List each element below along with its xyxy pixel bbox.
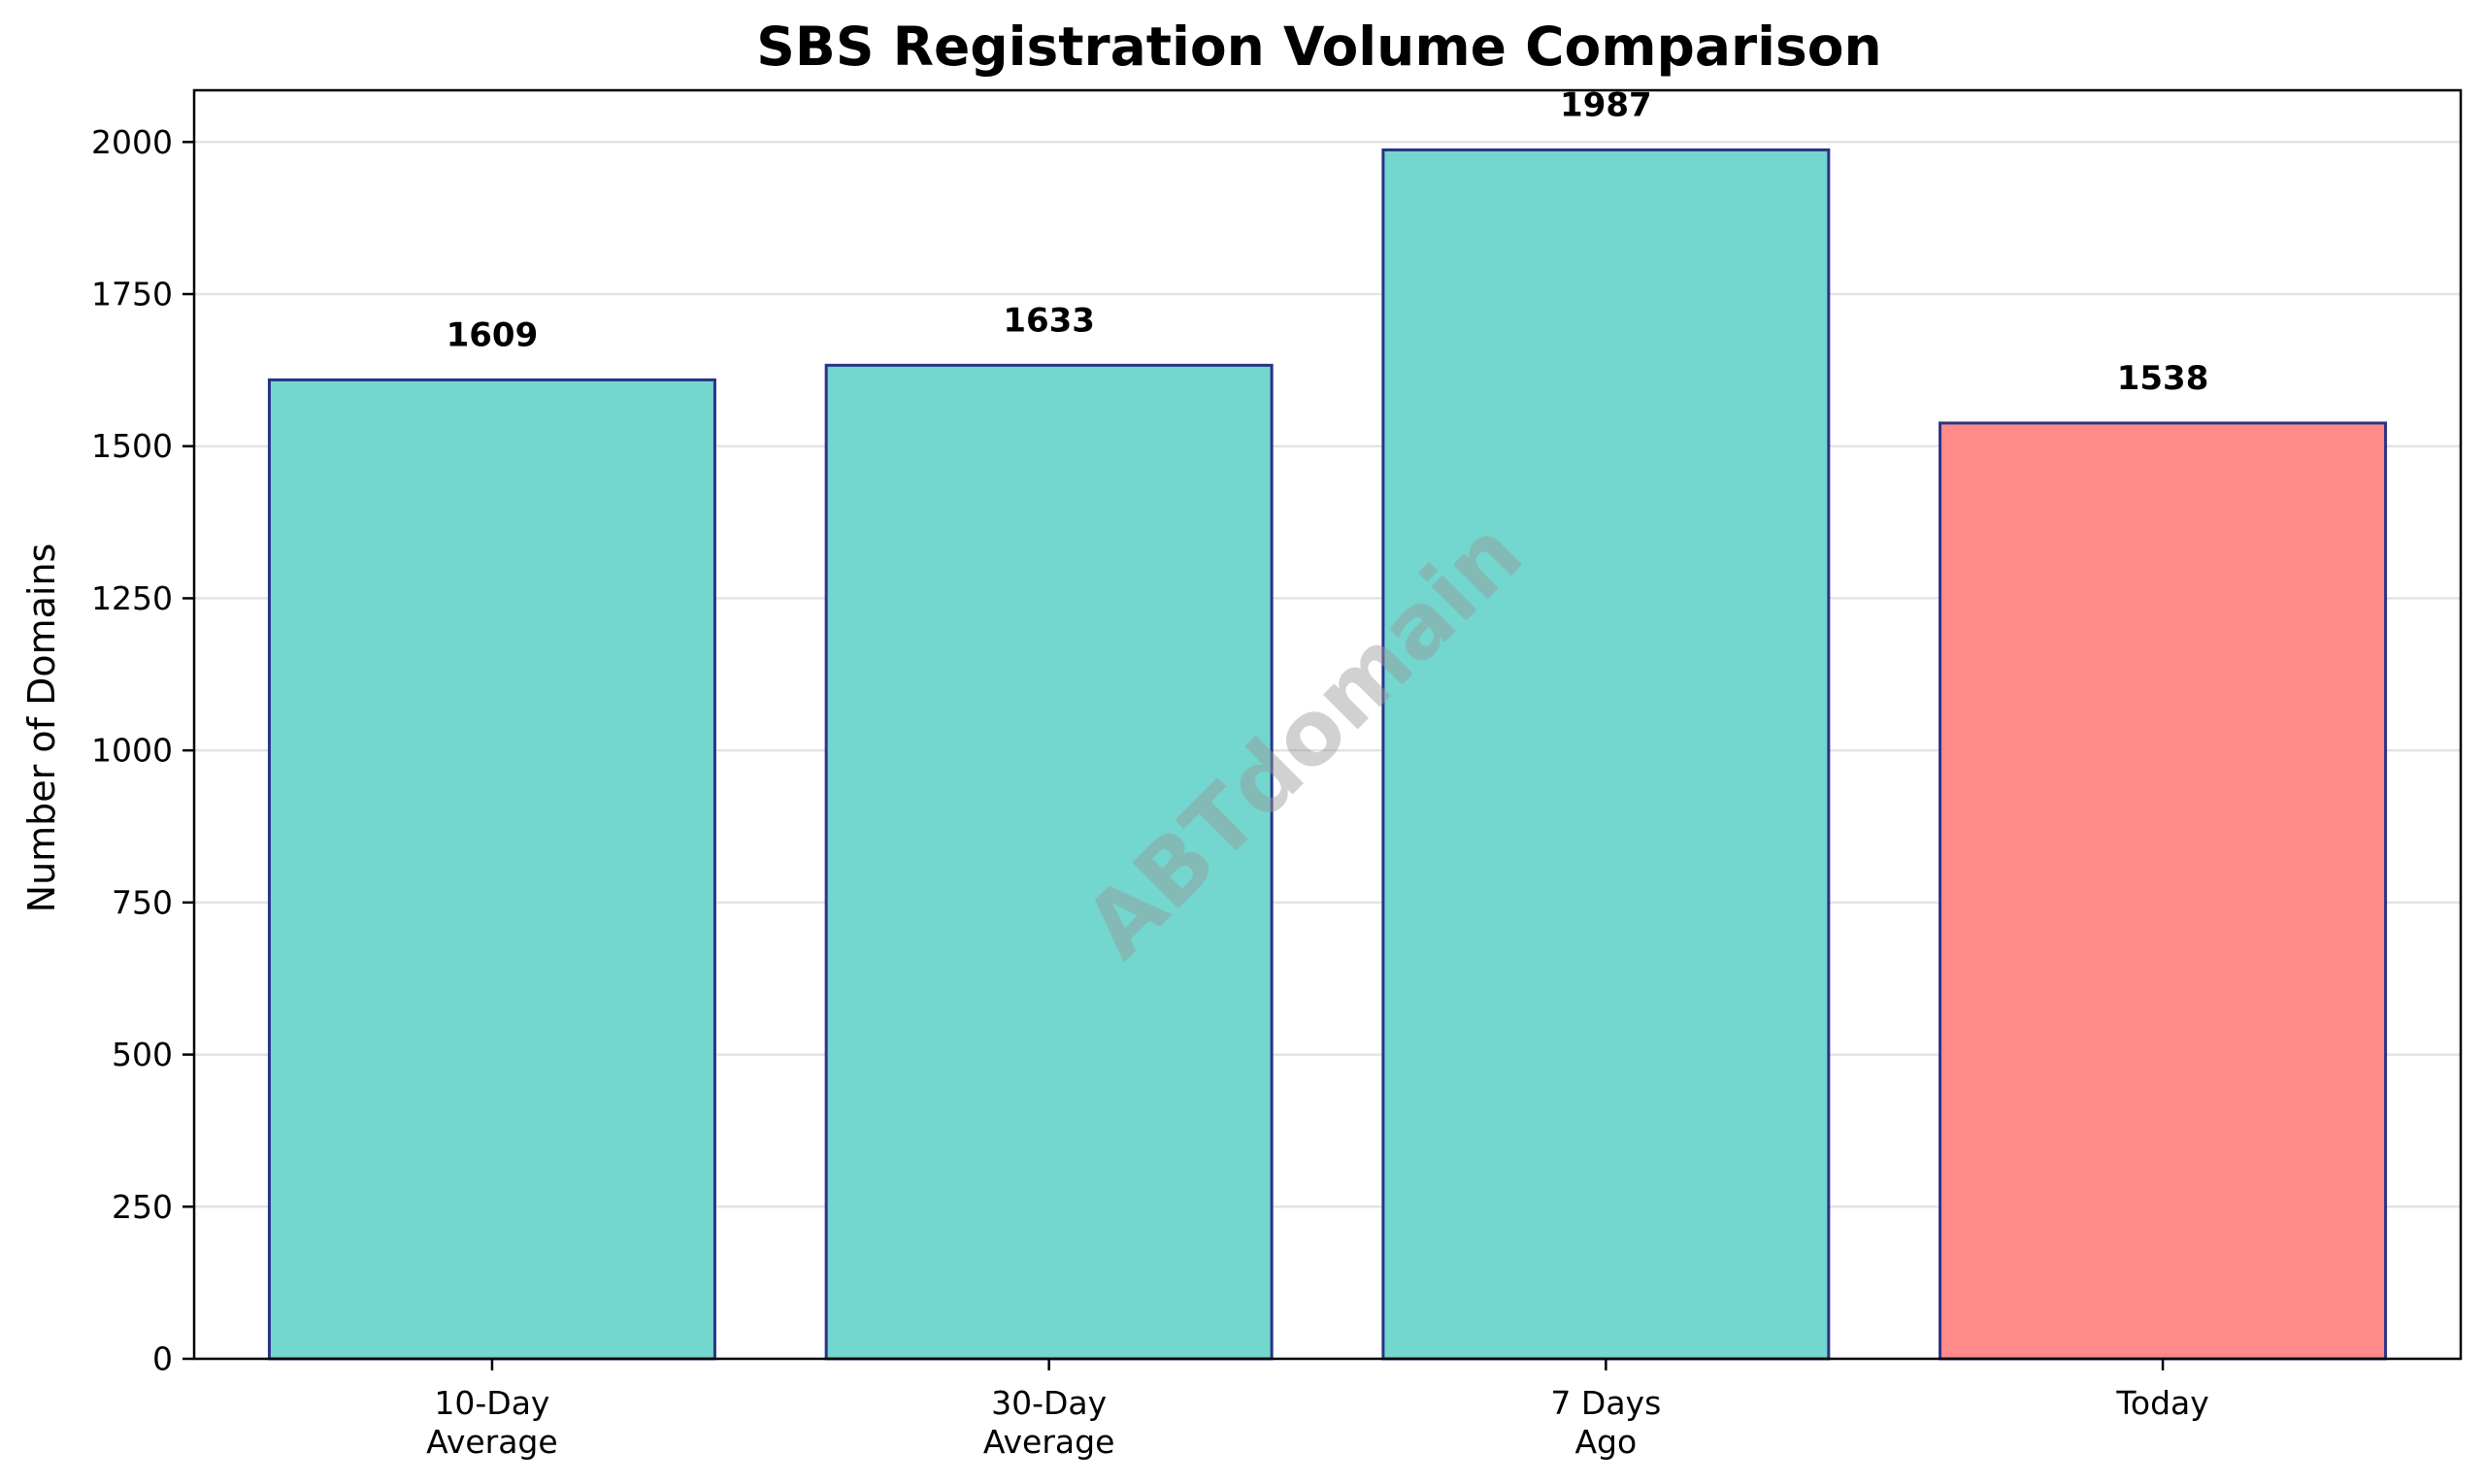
y-axis-label: Number of Domains — [20, 544, 63, 913]
axes — [192, 88, 2463, 1361]
chart-title: SBS Registration Volume Comparison — [756, 16, 1881, 78]
x-tick-label: 10-Day — [434, 1384, 549, 1422]
x-tick-label: Average — [426, 1423, 558, 1461]
data-label: 1538 — [2117, 359, 2209, 398]
y-axis-ticks: 0 250 500 750 1000 1250 1500 1750 2000 — [91, 123, 194, 1378]
y-tick-label: 0 — [152, 1340, 173, 1378]
plot-frame — [192, 88, 2463, 1361]
data-label: 1609 — [447, 315, 539, 354]
y-tick-label: 1250 — [91, 579, 173, 617]
x-tick-label: Average — [983, 1423, 1115, 1461]
y-tick-label: 750 — [112, 883, 173, 921]
y-tick-label: 250 — [112, 1188, 173, 1226]
bars — [267, 148, 2388, 1361]
x-tick-label: 30-Day — [991, 1384, 1107, 1422]
bar — [1938, 421, 2388, 1361]
y-tick-label: 2000 — [91, 123, 173, 161]
bar — [824, 363, 1274, 1361]
x-tick-label: 7 Days — [1550, 1384, 1661, 1422]
y-tick-label: 1500 — [91, 427, 173, 465]
y-tick-label: 1000 — [91, 732, 173, 770]
x-tick-label: Today — [2115, 1384, 2208, 1422]
y-tick-label: 500 — [112, 1036, 173, 1073]
bar — [1381, 148, 1831, 1361]
data-label: 1633 — [1003, 301, 1095, 340]
bar — [267, 378, 716, 1361]
data-label: 1987 — [1560, 85, 1652, 124]
y-tick-label: 1750 — [91, 275, 173, 313]
data-labels: 1609 1633 1987 1538 — [447, 85, 2209, 397]
x-tick-label: Ago — [1574, 1423, 1637, 1461]
